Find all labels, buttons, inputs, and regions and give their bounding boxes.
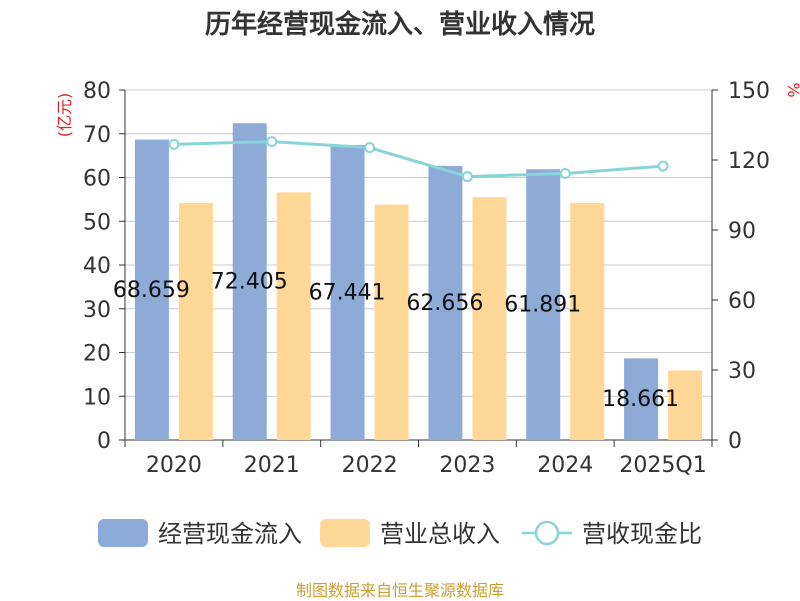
x-tick-label: 2021: [244, 453, 300, 478]
bar-data-label: 62.656: [406, 291, 483, 316]
bar-cash-inflow: [624, 358, 659, 440]
bar-revenue: [374, 204, 409, 440]
bar-cash-inflow: [232, 123, 267, 441]
bar-data-label: 61.891: [504, 293, 581, 318]
bar-cash-inflow: [428, 165, 463, 440]
x-tick-label: 2024: [537, 453, 593, 478]
bar-data-label: 18.661: [602, 387, 679, 412]
bar-revenue: [668, 370, 703, 440]
legend-swatch: [98, 519, 148, 547]
ratio-point: [364, 142, 376, 154]
x-tick-label: 2022: [342, 453, 398, 478]
x-tick-label: 2025Q1: [619, 453, 706, 478]
ratio-point: [559, 168, 571, 180]
bar-revenue: [570, 202, 605, 440]
left-tick-label: 20: [83, 342, 111, 367]
right-axis-unit: %: [784, 82, 800, 97]
bar-cash-inflow: [330, 144, 365, 440]
left-tick-label: 0: [97, 429, 111, 454]
legend-label: 经营现金流入: [158, 520, 302, 548]
right-tick-label: 120: [728, 149, 770, 174]
legend-label: 营业总收入: [380, 520, 500, 548]
left-axis-unit: (亿元): [55, 93, 74, 138]
legend-marker: [534, 520, 560, 546]
bar-revenue: [178, 202, 213, 440]
legend-swatch: [320, 519, 370, 547]
right-tick-label: 30: [728, 359, 756, 384]
bar-data-label: 68.659: [113, 278, 190, 303]
left-tick-label: 80: [83, 79, 111, 104]
left-tick-label: 10: [83, 385, 111, 410]
right-tick-label: 60: [728, 289, 756, 314]
left-tick-label: 60: [83, 167, 111, 192]
left-tick-label: 40: [83, 254, 111, 279]
right-tick-label: 150: [728, 79, 770, 104]
bar-revenue: [276, 192, 311, 440]
ratio-line: [173, 140, 664, 179]
left-tick-label: 50: [83, 210, 111, 235]
right-tick-label: 90: [728, 219, 756, 244]
legend-label: 营收现金比: [582, 520, 702, 548]
right-tick-label: 0: [728, 429, 742, 454]
ratio-point: [461, 171, 473, 183]
bar-revenue: [472, 197, 507, 440]
x-tick-label: 2023: [439, 453, 495, 478]
source-footer: 制图数据来自恒生聚源数据库: [295, 581, 504, 600]
ratio-point: [168, 138, 180, 150]
bar-data-label: 72.405: [211, 270, 288, 295]
x-tick-label: 2020: [146, 453, 202, 478]
bar-data-label: 67.441: [309, 280, 386, 305]
ratio-point: [266, 136, 278, 148]
left-tick-label: 30: [83, 298, 111, 323]
bar-cash-inflow: [134, 139, 169, 440]
ratio-point: [657, 160, 669, 172]
left-tick-label: 70: [83, 123, 111, 148]
chart-title: 历年经营现金流入、营业收入情况: [204, 10, 595, 40]
bar-cash-inflow: [526, 169, 561, 440]
